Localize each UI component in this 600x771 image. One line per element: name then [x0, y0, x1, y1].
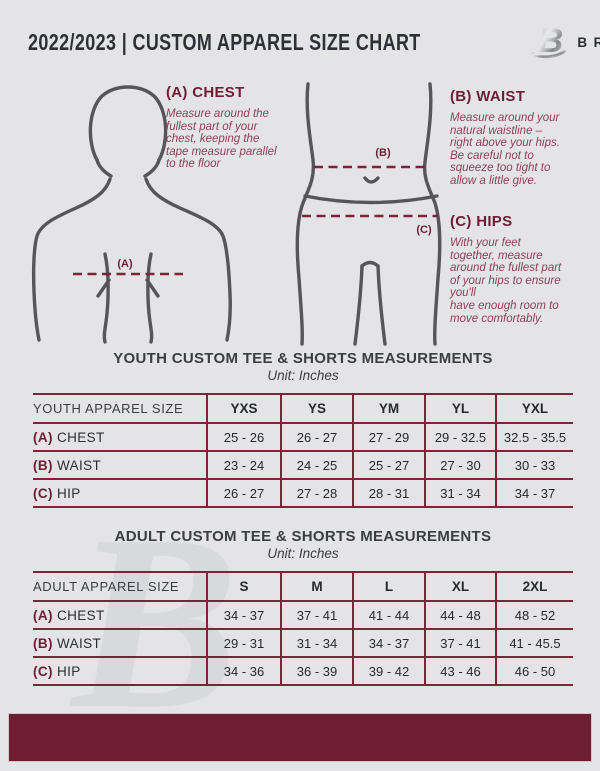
upper-body-figure: (A)	[31, 85, 232, 344]
chest-guide-body: Measure around the fullest part of your …	[166, 108, 277, 171]
adult-waist-label: (B) WAIST	[33, 628, 207, 657]
chest-guide: (A) CHEST Measure around the fullest par…	[166, 84, 306, 171]
waist-guide-body: Measure around your natural waistline – …	[450, 112, 560, 187]
adult-size-2xl: 2XL	[495, 571, 573, 601]
adult-size-s: S	[206, 571, 281, 601]
table-cell: 29 - 31	[206, 628, 281, 657]
row-tag: (B)	[33, 457, 53, 473]
table-cell: 26 - 27	[280, 422, 353, 451]
table-cell: 25 - 26	[206, 422, 281, 451]
youth-section-subtitle: Unit: Inches	[267, 368, 339, 383]
table-cell: 27 - 30	[424, 450, 496, 479]
brand-name: BREAKAWAY	[577, 34, 600, 50]
adult-size-xl: XL	[424, 571, 496, 601]
row-name: CHEST	[56, 429, 105, 445]
table-row: (C) HIP 34 - 36 36 - 39 39 - 42 43 - 46 4…	[33, 656, 573, 685]
table-cell: 34 - 36	[206, 656, 281, 685]
table-cell: 30 - 33	[495, 450, 573, 479]
youth-size-yl: YL	[424, 393, 496, 423]
table-cell: 25 - 27	[352, 450, 425, 479]
adult-hip-label: (C) HIP	[33, 656, 207, 685]
hips-guide-heading: (C) HIPS	[450, 213, 513, 230]
table-cell: 27 - 29	[352, 422, 425, 451]
table-row: (B) WAIST 29 - 31 31 - 34 34 - 37 37 - 41…	[33, 628, 573, 657]
lower-torso-figure: (B) (C)	[295, 82, 442, 346]
adult-chest-label: (A) CHEST	[33, 600, 207, 629]
waist-line-tag: (B)	[375, 147, 391, 159]
adult-section-subtitle: Unit: Inches	[267, 546, 339, 561]
table-cell: 41 - 45.5	[495, 628, 573, 657]
youth-waist-label: (B) WAIST	[33, 450, 207, 479]
header: 2022/2023 | CUSTOM APPAREL SIZE CHART B …	[28, 22, 600, 62]
table-cell: 36 - 39	[280, 656, 353, 685]
row-tag: (B)	[33, 635, 53, 651]
row-name: CHEST	[56, 607, 105, 623]
adult-size-header: ADULT APPAREL SIZE	[33, 571, 207, 601]
youth-size-yxl: YXL	[495, 393, 573, 423]
hips-line-tag: (C)	[416, 224, 432, 236]
youth-size-ym: YM	[352, 393, 425, 423]
waist-guide: (B) WAIST Measure around your natural wa…	[450, 88, 585, 188]
row-name: HIP	[56, 663, 81, 679]
table-cell: 37 - 41	[424, 628, 496, 657]
adult-size-m: M	[280, 571, 353, 601]
row-tag: (A)	[33, 607, 53, 623]
table-cell: 27 - 28	[280, 478, 353, 507]
youth-size-table: YOUTH APPAREL SIZE YXS YS YM YL YXL (A) C…	[33, 393, 573, 508]
table-cell: 26 - 27	[206, 478, 281, 507]
table-cell: 23 - 24	[206, 450, 281, 479]
table-cell: 34 - 37	[495, 478, 573, 507]
table-cell: 37 - 41	[280, 600, 353, 629]
table-row: (B) WAIST 23 - 24 24 - 25 25 - 27 27 - 30…	[33, 450, 573, 479]
table-cell: 34 - 37	[206, 600, 281, 629]
youth-chest-label: (A) CHEST	[33, 422, 207, 451]
table-cell: 43 - 46	[424, 656, 496, 685]
row-tag: (C)	[33, 663, 53, 679]
adult-section: ADULT CUSTOM TEE & SHORTS MEASUREMENTS U…	[33, 528, 573, 686]
adult-size-table: ADULT APPAREL SIZE S M L XL 2XL (A) CHEST…	[33, 571, 573, 686]
youth-size-ys: YS	[280, 393, 353, 423]
table-cell: 41 - 44	[352, 600, 425, 629]
table-cell: 24 - 25	[280, 450, 353, 479]
row-name: WAIST	[56, 635, 102, 651]
youth-hip-label: (C) HIP	[33, 478, 207, 507]
page-title: 2022/2023 | CUSTOM APPAREL SIZE CHART	[28, 28, 421, 55]
adult-size-l: L	[352, 571, 425, 601]
table-cell: 48 - 52	[495, 600, 573, 629]
table-cell: 31 - 34	[280, 628, 353, 657]
youth-header-row: YOUTH APPAREL SIZE YXS YS YM YL YXL	[33, 393, 573, 423]
brand-lockup: B BREAKAWAY	[531, 22, 600, 62]
table-cell: 39 - 42	[352, 656, 425, 685]
table-cell: 32.5 - 35.5	[495, 422, 573, 451]
youth-section-title: YOUTH CUSTOM TEE & SHORTS MEASUREMENTS	[113, 350, 493, 367]
row-tag: (A)	[33, 429, 53, 445]
adult-header-row: ADULT APPAREL SIZE S M L XL 2XL	[33, 571, 573, 601]
table-cell: 46 - 50	[495, 656, 573, 685]
row-tag: (C)	[33, 485, 53, 501]
table-cell: 31 - 34	[424, 478, 496, 507]
table-row: (A) CHEST 25 - 26 26 - 27 27 - 29 29 - 32…	[33, 422, 573, 451]
hips-guide: (C) HIPS With your feet together, measur…	[450, 213, 592, 325]
youth-size-header: YOUTH APPAREL SIZE	[33, 393, 207, 423]
table-row: (A) CHEST 34 - 37 37 - 41 41 - 44 44 - 48…	[33, 600, 573, 629]
table-cell: 34 - 37	[352, 628, 425, 657]
youth-section: YOUTH CUSTOM TEE & SHORTS MEASUREMENTS U…	[33, 350, 573, 508]
breakaway-logo-icon: B	[531, 22, 567, 60]
table-cell: 44 - 48	[424, 600, 496, 629]
table-cell: 29 - 32.5	[424, 422, 496, 451]
adult-section-title: ADULT CUSTOM TEE & SHORTS MEASUREMENTS	[114, 528, 492, 545]
youth-size-yxs: YXS	[206, 393, 281, 423]
hips-guide-body: With your feet together, measure around …	[450, 237, 562, 325]
table-row: (C) HIP 26 - 27 27 - 28 28 - 31 31 - 34 3…	[33, 478, 573, 507]
chest-guide-heading: (A) CHEST	[166, 84, 245, 101]
row-name: WAIST	[56, 457, 102, 473]
footer-bar	[8, 713, 592, 762]
table-cell: 28 - 31	[352, 478, 425, 507]
row-name: HIP	[56, 485, 81, 501]
waist-guide-heading: (B) WAIST	[450, 88, 526, 105]
chest-line-tag: (A)	[117, 258, 133, 270]
measurement-diagrams: (A) (B) (C) (A) CHEST Measure around the…	[0, 80, 600, 352]
